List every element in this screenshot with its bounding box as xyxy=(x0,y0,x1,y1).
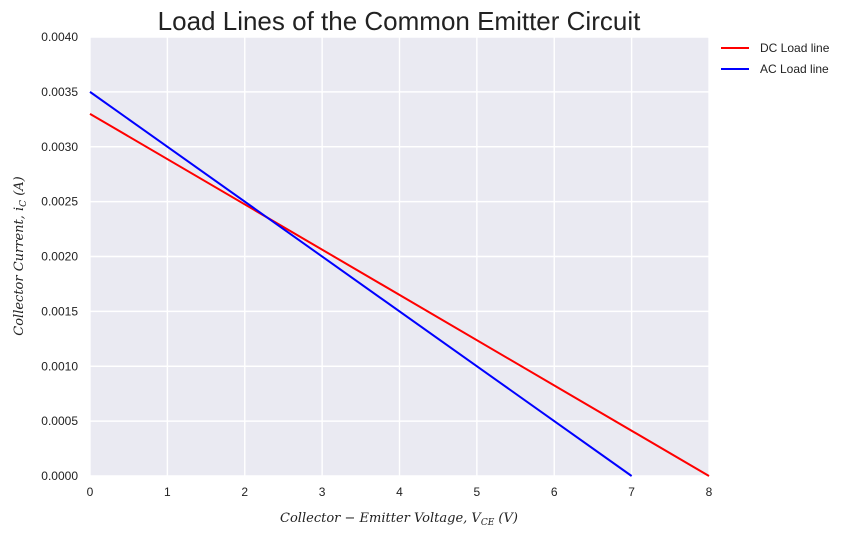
x-tick-label: 4 xyxy=(396,485,403,499)
legend-entry-label: DC Load line xyxy=(760,41,830,55)
y-tick-label: 0.0000 xyxy=(41,469,78,483)
x-tick-label: 1 xyxy=(164,485,171,499)
legend: DC Load line AC Load line xyxy=(721,41,830,76)
series-group xyxy=(89,91,710,477)
x-tick-label: 7 xyxy=(628,485,635,499)
y-tick-label: 0.0025 xyxy=(41,195,78,209)
x-tick-label: 6 xyxy=(551,485,558,499)
y-tick-label: 0.0035 xyxy=(41,85,78,99)
y-tick-label: 0.0015 xyxy=(41,304,78,318)
x-tick-label: 2 xyxy=(241,485,248,499)
y-tick-label: 0.0040 xyxy=(41,30,78,44)
x-tick-label: 8 xyxy=(706,485,713,499)
series-line-ac xyxy=(89,91,633,477)
x-tick-label: 0 xyxy=(87,485,94,499)
series-line-dc xyxy=(89,112,710,477)
grid-lines xyxy=(89,36,710,477)
x-tick-label: 5 xyxy=(474,485,481,499)
x-axis-label: Collector − Emitter Voltage, VCE (V) xyxy=(280,511,518,528)
y-tick-label: 0.0010 xyxy=(41,359,78,373)
y-tick-label: 0.0020 xyxy=(41,250,78,264)
y-tick-label: 0.0030 xyxy=(41,140,78,154)
y-tick-label: 0.0005 xyxy=(41,414,78,428)
x-tick-labels: 0 1 2 3 4 5 6 7 8 xyxy=(87,485,713,499)
x-tick-label: 3 xyxy=(319,485,326,499)
y-axis-label: Collector Current, iC (A) xyxy=(12,176,29,335)
legend-entry-label: AC Load line xyxy=(760,62,829,76)
y-tick-labels: 0.0000 0.0005 0.0010 0.0015 0.0020 0.0025 0.00… xyxy=(41,30,78,483)
chart-title: Load Lines of the Common Emitter Circuit xyxy=(158,6,641,36)
